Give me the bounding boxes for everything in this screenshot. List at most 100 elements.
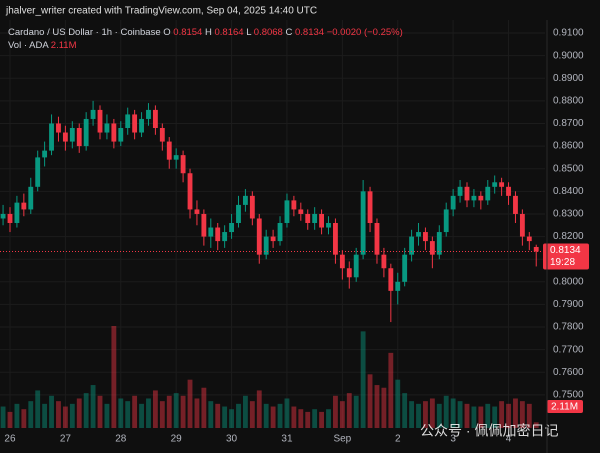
volume-bar [360,331,366,428]
x-tick-label: 4 [506,434,512,445]
volume-bar [374,385,380,428]
candle-body [284,200,290,224]
candle-body [471,195,477,201]
volume-bar [395,379,401,428]
legend: Cardano / US Dollar · 1h · Coinbase O 0.… [8,27,403,51]
volume-value: 2.11M [51,40,77,51]
volume-bar [90,385,96,428]
volume-bar [526,403,532,428]
y-tick-label: 0.7900 [553,299,584,310]
x-tick-label: 26 [4,434,16,445]
candle-body [485,186,491,201]
volume-bar [416,403,421,428]
volume-bar [423,401,428,428]
candle-body [429,241,435,255]
volume-legend: Vol · ADA 2.11M [8,40,77,51]
candle-body [367,191,373,224]
candle-body [333,223,338,255]
candle-body [450,195,456,210]
candle-body [56,123,61,133]
volume-bar [229,409,234,428]
y-tick-label: 0.8200 [553,231,584,242]
candle-body [305,213,311,224]
volume-bar [146,398,151,428]
candle-body [319,213,325,228]
volume-bar [471,406,477,428]
volume-bar [236,403,241,428]
candle-body [249,195,255,219]
candle-body [173,155,179,160]
volume-bar [125,401,131,428]
volume-bar [21,409,27,428]
y-tick-label: 0.8000 [553,276,584,287]
candle-body [312,213,318,224]
volume-bar [277,403,283,428]
volume-bar [256,390,262,428]
y-tick-label: 0.8500 [553,163,584,174]
y-tick-label: 0.8300 [553,209,584,220]
volume-bar [56,401,61,428]
volume-bar [499,401,505,428]
y-tick-label: 0.7800 [553,322,584,333]
volume-bar [388,352,394,428]
candle-body [118,128,124,142]
volume-bar [270,406,276,428]
volume-title: Vol · ADA [8,40,49,51]
header-bar [0,0,600,20]
y-tick-label: 0.7700 [553,344,584,355]
candle-body [125,114,131,129]
volume-bar [152,390,158,428]
candle-body [381,254,387,269]
candle-body [62,132,68,142]
x-tick-label: 3 [450,434,456,445]
volume-bar [76,398,82,428]
volume-bar [173,393,179,428]
candle-body [402,254,408,282]
volume-bar [519,401,525,428]
ohlc-value: 0.8068 [254,27,283,38]
volume-bar [450,398,456,428]
watermark: 公众号 · 佩佩加密日记 [420,423,558,439]
volume-bar [35,390,41,428]
volume-bar [242,395,248,428]
volume-bar [506,403,511,428]
candle-body [152,109,158,129]
volume-bar [118,398,124,428]
volume-bar [187,379,193,428]
ohlc-value: 0.8164 [215,27,244,38]
volume-bar [69,403,75,428]
candle-body [360,191,366,255]
candle-body [104,123,110,133]
volume-value-label: 2.11M [551,402,578,413]
candle-body [208,227,214,237]
candle-body [513,195,518,214]
y-tick-label: 0.9000 [553,50,584,61]
volume-bar [215,403,221,428]
volume-bar [263,403,269,428]
y-tick-label: 0.7600 [553,367,584,378]
candle-body [291,200,297,210]
x-tick-label: 30 [226,434,238,445]
candle-body [395,281,401,291]
volume-bar [457,401,463,428]
candle-body [298,209,304,214]
candle-body [35,157,41,187]
candle-body [263,236,269,255]
volume-bar [492,406,498,428]
candle-body [146,109,151,119]
candle-body [76,128,82,147]
x-tick-label: Sep [333,434,351,445]
candle-body [14,202,20,224]
volume-bar [0,406,6,428]
candle-body [416,232,421,237]
change-value: −0.0020 (−0.25%) [327,27,403,38]
candle-body [533,246,539,252]
volume-bar [381,387,387,428]
volume-bar [443,395,449,428]
volume-bar [485,403,491,428]
ohlc-letter: O [163,27,170,38]
candle-body [242,195,248,205]
volume-bar [7,411,13,428]
volume-bar [208,401,214,428]
